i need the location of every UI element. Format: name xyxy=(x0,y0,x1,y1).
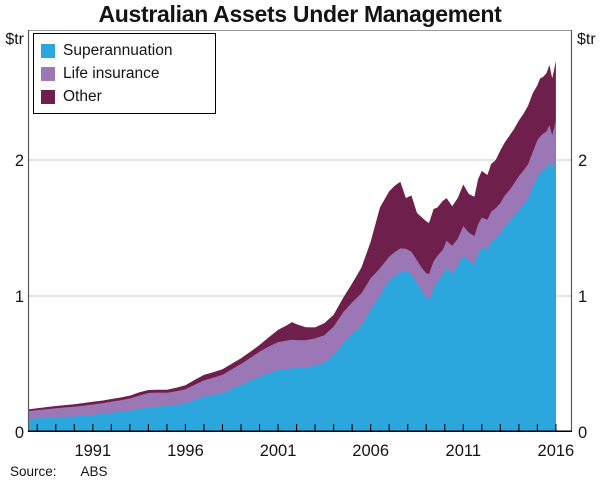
x-tick-label-1996: 1996 xyxy=(167,442,204,460)
y-axis-unit-right: $tr xyxy=(577,31,596,48)
y-tick-label-right-0: 0 xyxy=(578,424,587,442)
superannuation-swatch-icon xyxy=(41,43,55,58)
y-tick-label-right-2: 2 xyxy=(578,152,587,170)
legend-label: Life insurance xyxy=(63,64,160,82)
y-axis-unit-left: $tr xyxy=(5,31,24,48)
x-tick-label-2011: 2011 xyxy=(446,442,481,460)
x-tick-label-2006: 2006 xyxy=(352,442,389,460)
other-swatch-icon xyxy=(41,89,55,104)
source-label: Source: xyxy=(10,464,57,479)
x-tick-label-2016: 2016 xyxy=(538,442,575,460)
legend-item-life-insurance: Life insurance xyxy=(41,62,211,85)
y-tick-label-left-2: 2 xyxy=(15,152,24,170)
legend-label: Superannuation xyxy=(63,41,173,59)
y-tick-label-right-1: 1 xyxy=(578,288,587,306)
area-superannuation xyxy=(28,157,556,432)
y-tick-label-left-1: 1 xyxy=(15,288,24,306)
chart-title: Australian Assets Under Management xyxy=(98,1,502,27)
life-insurance-swatch-icon xyxy=(41,66,55,81)
y-tick-label-left-0: 0 xyxy=(15,424,24,442)
x-tick-label-1991: 1991 xyxy=(74,442,111,460)
legend: Superannuation Life insurance Other xyxy=(33,33,216,114)
legend-label: Other xyxy=(63,87,102,105)
legend-item-other: Other xyxy=(41,85,211,108)
source-note: Source: ABS xyxy=(10,464,108,479)
x-tick-label-2001: 2001 xyxy=(260,442,297,460)
legend-item-superannuation: Superannuation xyxy=(41,39,211,62)
source-value: ABS xyxy=(80,464,108,479)
